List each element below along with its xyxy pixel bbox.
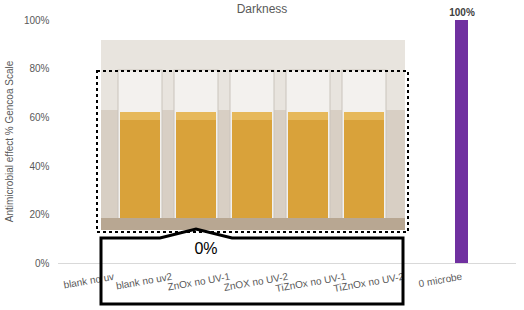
svg-text:100%: 100% — [449, 7, 475, 18]
svg-text:0 microbe: 0 microbe — [418, 271, 464, 290]
svg-text:Antimicrobial effect % Gencoa: Antimicrobial effect % Gencoa Scale — [4, 60, 15, 222]
svg-text:100%: 100% — [24, 15, 50, 26]
svg-text:blank no uv2: blank no uv2 — [115, 271, 173, 292]
svg-text:ZnOx no UV-1: ZnOx no UV-1 — [167, 271, 232, 293]
svg-text:0%: 0% — [35, 258, 50, 269]
svg-text:80%: 80% — [29, 63, 49, 74]
svg-text:blank no uv: blank no uv — [63, 271, 115, 291]
svg-text:60%: 60% — [29, 112, 49, 123]
svg-text:20%: 20% — [29, 209, 49, 220]
svg-text:TiZnOx no UV-2: TiZnOx no UV-2 — [333, 271, 406, 294]
svg-text:TiZnOx no UV-1: TiZnOx no UV-1 — [274, 270, 347, 294]
html-text:Darkness: Darkness — [236, 2, 288, 16]
svg-text:ZnOX no UV-2: ZnOX no UV-2 — [222, 270, 289, 293]
svg-text:0%: 0% — [194, 240, 217, 257]
svg-text:40%: 40% — [29, 161, 49, 172]
